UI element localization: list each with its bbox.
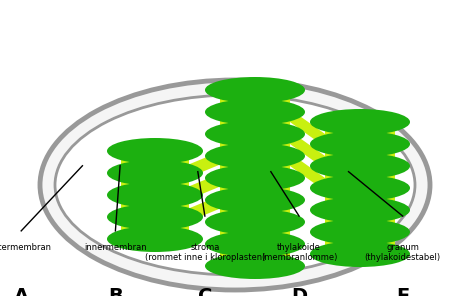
Ellipse shape — [205, 187, 305, 213]
Ellipse shape — [107, 160, 203, 186]
Text: granum
(thylakoidestabel): granum (thylakoidestabel) — [365, 243, 441, 262]
Ellipse shape — [40, 80, 430, 290]
Ellipse shape — [310, 197, 410, 223]
Ellipse shape — [310, 175, 410, 201]
FancyBboxPatch shape — [325, 175, 395, 179]
Text: A: A — [14, 287, 29, 296]
FancyBboxPatch shape — [122, 182, 188, 186]
FancyBboxPatch shape — [325, 131, 395, 135]
FancyBboxPatch shape — [220, 231, 290, 235]
Text: yttermembran: yttermembran — [0, 243, 52, 252]
Text: C: C — [198, 287, 212, 296]
Ellipse shape — [205, 77, 305, 103]
Text: innermembran: innermembran — [84, 243, 146, 252]
Ellipse shape — [107, 182, 203, 208]
FancyBboxPatch shape — [325, 197, 395, 201]
Ellipse shape — [55, 95, 415, 275]
FancyBboxPatch shape — [220, 121, 290, 125]
FancyBboxPatch shape — [122, 226, 188, 230]
Text: D: D — [291, 287, 307, 296]
FancyBboxPatch shape — [220, 187, 290, 191]
FancyBboxPatch shape — [220, 209, 290, 213]
Ellipse shape — [205, 231, 305, 257]
Ellipse shape — [205, 165, 305, 191]
Ellipse shape — [310, 153, 410, 179]
Text: B: B — [108, 287, 123, 296]
Polygon shape — [285, 149, 330, 194]
Ellipse shape — [107, 138, 203, 164]
FancyBboxPatch shape — [220, 253, 290, 257]
Text: thylakoide
(membranlomme): thylakoide (membranlomme) — [261, 243, 337, 262]
Polygon shape — [184, 149, 225, 179]
Ellipse shape — [205, 143, 305, 169]
Text: E: E — [396, 287, 409, 296]
Polygon shape — [285, 105, 330, 150]
FancyBboxPatch shape — [325, 241, 395, 245]
Ellipse shape — [205, 99, 305, 125]
Ellipse shape — [310, 131, 410, 157]
Ellipse shape — [310, 241, 410, 267]
Ellipse shape — [205, 253, 305, 279]
Text: stroma
(rommet inne i kloroplasten): stroma (rommet inne i kloroplasten) — [145, 243, 265, 262]
Polygon shape — [184, 171, 225, 202]
FancyBboxPatch shape — [325, 219, 395, 223]
FancyBboxPatch shape — [220, 143, 290, 147]
FancyBboxPatch shape — [220, 165, 290, 169]
Polygon shape — [285, 128, 330, 173]
Ellipse shape — [205, 209, 305, 235]
FancyBboxPatch shape — [122, 160, 188, 164]
Ellipse shape — [107, 226, 203, 252]
Polygon shape — [184, 194, 225, 223]
FancyBboxPatch shape — [220, 99, 290, 103]
Ellipse shape — [310, 109, 410, 135]
Ellipse shape — [107, 204, 203, 230]
FancyBboxPatch shape — [325, 153, 395, 157]
Ellipse shape — [310, 219, 410, 245]
Ellipse shape — [205, 121, 305, 147]
FancyBboxPatch shape — [122, 204, 188, 208]
